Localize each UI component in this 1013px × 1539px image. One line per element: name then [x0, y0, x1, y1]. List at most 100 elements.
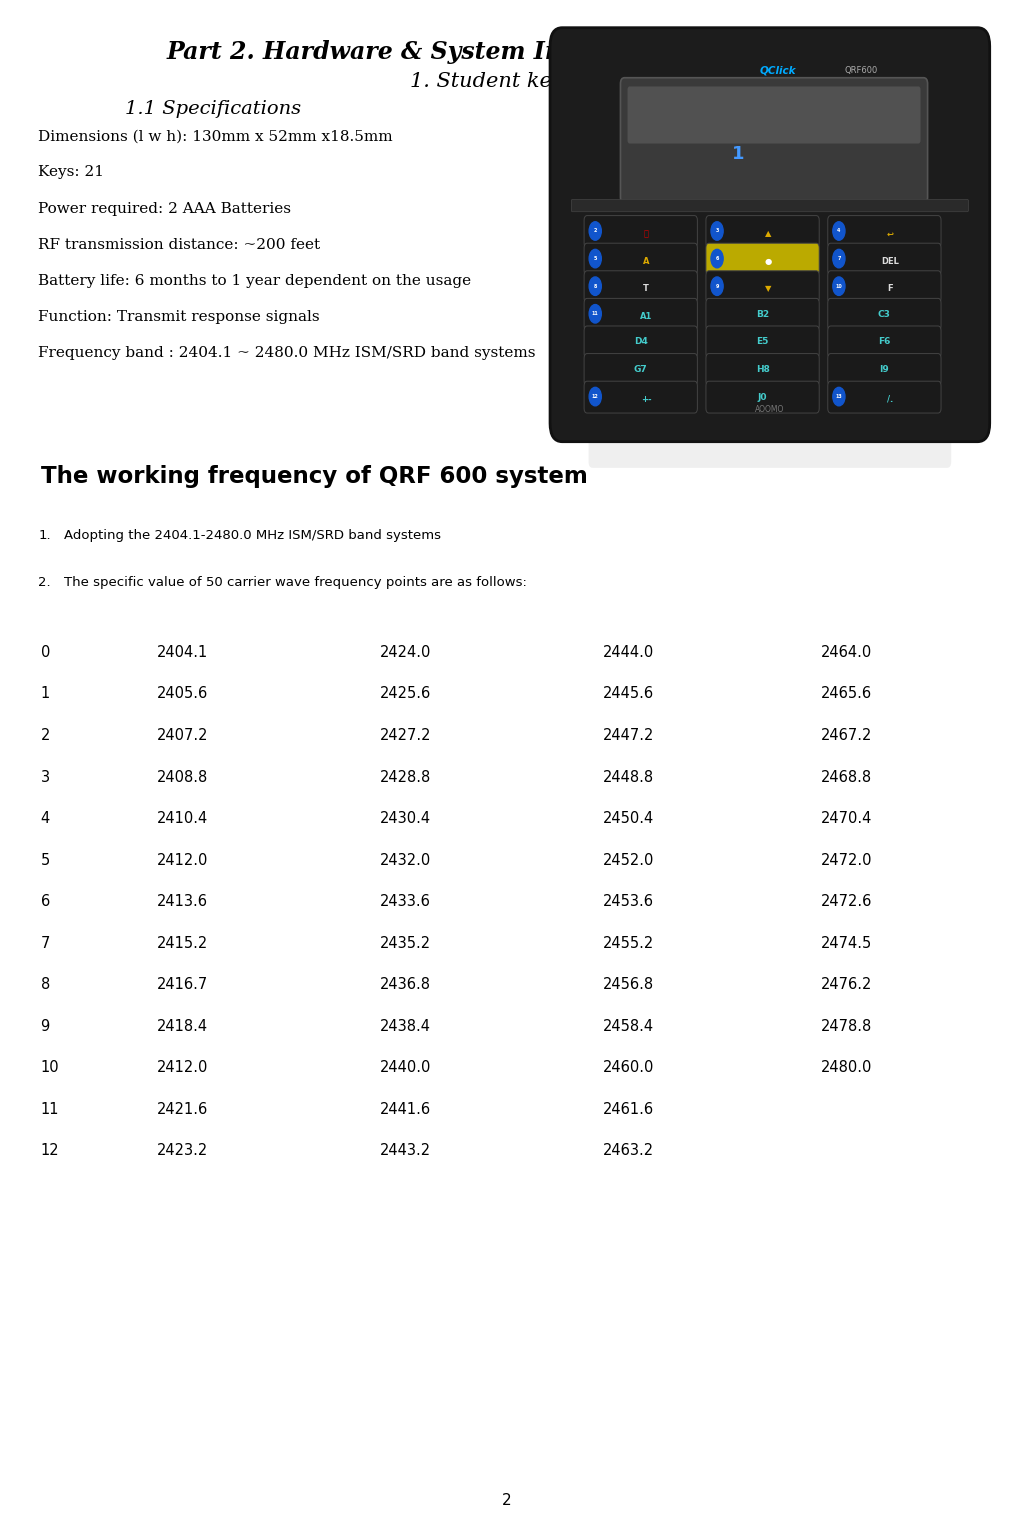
- Text: 2424.0: 2424.0: [380, 645, 432, 660]
- FancyBboxPatch shape: [585, 215, 697, 248]
- Text: Dimensions (l w h): 130mm x 52mm x18.5mm: Dimensions (l w h): 130mm x 52mm x18.5mm: [38, 129, 393, 143]
- Text: 2443.2: 2443.2: [380, 1143, 431, 1159]
- Text: 2461.6: 2461.6: [603, 1102, 653, 1117]
- FancyBboxPatch shape: [706, 271, 820, 303]
- Text: 2435.2: 2435.2: [380, 936, 431, 951]
- Text: 2: 2: [594, 228, 597, 234]
- Circle shape: [833, 249, 845, 268]
- Text: 6: 6: [41, 894, 50, 910]
- Text: 2468.8: 2468.8: [821, 770, 871, 785]
- Text: Function: Transmit response signals: Function: Transmit response signals: [38, 311, 320, 325]
- Text: ↩: ↩: [886, 229, 893, 239]
- Text: 2413.6: 2413.6: [157, 894, 208, 910]
- Text: 2452.0: 2452.0: [603, 853, 654, 868]
- Text: QClick: QClick: [760, 66, 796, 75]
- FancyBboxPatch shape: [706, 299, 820, 331]
- Circle shape: [711, 249, 723, 268]
- Text: 2450.4: 2450.4: [603, 811, 654, 826]
- FancyBboxPatch shape: [706, 215, 820, 248]
- Text: 4: 4: [41, 811, 50, 826]
- Text: 1: 1: [41, 686, 50, 702]
- Text: 2.: 2.: [38, 576, 51, 588]
- Text: 2453.6: 2453.6: [603, 894, 653, 910]
- Text: G7: G7: [634, 365, 647, 374]
- Text: DEL: DEL: [881, 257, 899, 266]
- Circle shape: [833, 388, 845, 406]
- Text: Frequency band : 2404.1 ~ 2480.0 MHz ISM/SRD band systems: Frequency band : 2404.1 ~ 2480.0 MHz ISM…: [38, 346, 536, 360]
- Text: 2472.6: 2472.6: [821, 894, 872, 910]
- Text: 4: 4: [837, 228, 841, 234]
- Text: A: A: [643, 257, 649, 266]
- Circle shape: [590, 277, 602, 295]
- Text: E5: E5: [757, 337, 769, 346]
- Text: QRF600: QRF600: [845, 66, 878, 75]
- Text: 2432.0: 2432.0: [380, 853, 432, 868]
- FancyBboxPatch shape: [585, 243, 697, 275]
- Text: D4: D4: [634, 337, 647, 346]
- Text: 2476.2: 2476.2: [821, 977, 872, 993]
- Text: B2: B2: [756, 309, 769, 319]
- Circle shape: [711, 222, 723, 240]
- Text: The working frequency of QRF 600 system: The working frequency of QRF 600 system: [41, 465, 588, 488]
- FancyBboxPatch shape: [706, 354, 820, 385]
- Text: AOOMO: AOOMO: [756, 405, 784, 414]
- Text: 2478.8: 2478.8: [821, 1019, 872, 1034]
- Text: 3: 3: [41, 770, 50, 785]
- Text: F: F: [887, 285, 892, 294]
- Text: 1: 1: [732, 145, 745, 163]
- Text: 2421.6: 2421.6: [157, 1102, 209, 1117]
- Text: 2474.5: 2474.5: [821, 936, 872, 951]
- Text: 11: 11: [41, 1102, 59, 1117]
- Circle shape: [590, 305, 602, 323]
- Text: Keys: 21: Keys: 21: [38, 165, 104, 180]
- Text: 2444.0: 2444.0: [603, 645, 654, 660]
- FancyBboxPatch shape: [706, 326, 820, 359]
- FancyBboxPatch shape: [585, 299, 697, 331]
- Circle shape: [590, 249, 602, 268]
- Text: 8: 8: [594, 283, 597, 289]
- Text: 2425.6: 2425.6: [380, 686, 432, 702]
- Text: +-: +-: [641, 396, 651, 403]
- FancyBboxPatch shape: [550, 28, 990, 442]
- Text: H8: H8: [756, 365, 770, 374]
- Text: 2416.7: 2416.7: [157, 977, 209, 993]
- Text: 2423.2: 2423.2: [157, 1143, 209, 1159]
- Text: 2470.4: 2470.4: [821, 811, 872, 826]
- Text: 1.: 1.: [38, 529, 51, 542]
- Text: 2404.1: 2404.1: [157, 645, 209, 660]
- Text: 2418.4: 2418.4: [157, 1019, 208, 1034]
- FancyBboxPatch shape: [585, 271, 697, 303]
- FancyBboxPatch shape: [828, 215, 941, 248]
- Text: 9: 9: [41, 1019, 50, 1034]
- FancyBboxPatch shape: [620, 77, 928, 203]
- Circle shape: [711, 277, 723, 295]
- Text: 2460.0: 2460.0: [603, 1060, 654, 1076]
- Text: 2428.8: 2428.8: [380, 770, 432, 785]
- Circle shape: [590, 388, 602, 406]
- FancyBboxPatch shape: [585, 326, 697, 359]
- Text: /.: /.: [886, 396, 892, 403]
- Text: 2412.0: 2412.0: [157, 853, 209, 868]
- Text: Part 2. Hardware & System Installation Illustration: Part 2. Hardware & System Installation I…: [166, 40, 847, 65]
- Text: J0: J0: [758, 392, 767, 402]
- Text: ⏻: ⏻: [643, 229, 648, 239]
- Text: 6: 6: [715, 255, 719, 262]
- FancyBboxPatch shape: [828, 382, 941, 412]
- Text: 7: 7: [837, 255, 841, 262]
- Text: 9: 9: [715, 283, 719, 289]
- FancyBboxPatch shape: [828, 354, 941, 385]
- Text: 1.1 Specifications: 1.1 Specifications: [125, 100, 301, 119]
- Text: 1. Student keypad: 1. Student keypad: [410, 72, 603, 91]
- Text: C3: C3: [878, 309, 890, 319]
- Text: RF transmission distance: ~200 feet: RF transmission distance: ~200 feet: [38, 237, 321, 252]
- FancyBboxPatch shape: [589, 422, 951, 468]
- Text: 12: 12: [592, 394, 599, 399]
- FancyBboxPatch shape: [828, 299, 941, 331]
- Text: 2: 2: [41, 728, 50, 743]
- Text: 2436.8: 2436.8: [380, 977, 431, 993]
- FancyBboxPatch shape: [571, 200, 968, 212]
- Text: 2427.2: 2427.2: [380, 728, 432, 743]
- Text: 0: 0: [41, 645, 50, 660]
- Text: 13: 13: [836, 394, 842, 399]
- Text: I9: I9: [879, 365, 889, 374]
